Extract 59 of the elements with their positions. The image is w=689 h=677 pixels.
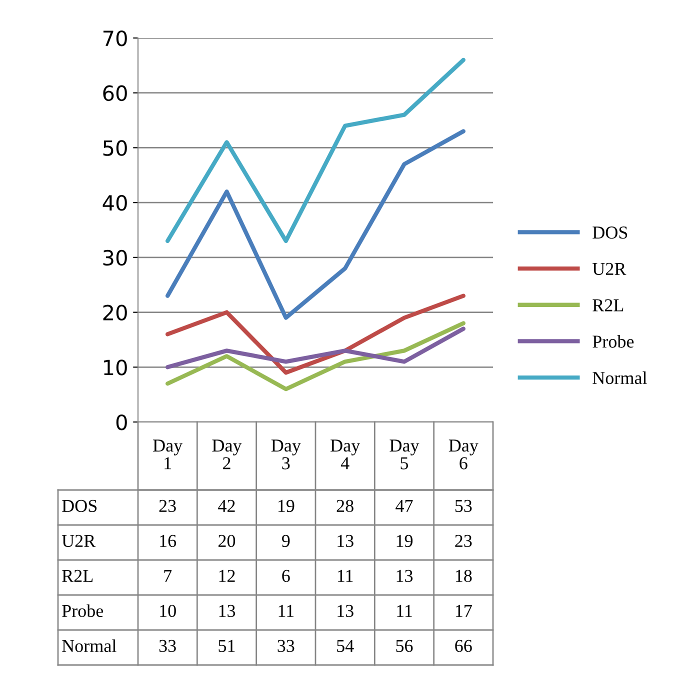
- data-label: 9: [282, 534, 290, 548]
- x-tick-label: Day 6: [448, 440, 478, 470]
- data-label: 13: [219, 604, 236, 618]
- legend-label: Normal: [592, 371, 647, 384]
- data-label: 6: [282, 570, 290, 582]
- line-series: [166, 129, 466, 320]
- x-tick-label: Day 2: [212, 440, 242, 470]
- y-tick-label: 70: [103, 30, 127, 46]
- data-label: 13: [338, 604, 354, 618]
- data-label: 18: [456, 570, 472, 582]
- text: U2R: [62, 534, 96, 548]
- data-label: 28: [336, 500, 354, 512]
- data-label: 53: [455, 500, 472, 512]
- data-label: 13: [396, 570, 413, 582]
- y-tick-label: 20: [103, 304, 127, 320]
- data-label: 23: [455, 534, 472, 548]
- data-label: 23: [159, 500, 176, 512]
- data-label: 13: [338, 534, 354, 548]
- data-label: 33: [159, 640, 176, 652]
- data-label: 51: [218, 640, 235, 652]
- y-tick-label: 10: [104, 360, 127, 376]
- x-tick-label: Day 3: [271, 440, 301, 470]
- legend-label: U2R: [592, 262, 626, 276]
- y-tick-label: 50: [103, 140, 127, 156]
- y-tick-label: 60: [103, 85, 127, 102]
- data-label: 19: [278, 500, 294, 512]
- line-series: [166, 321, 466, 392]
- text: DOS: [62, 500, 97, 512]
- y-tick-label: 40: [102, 195, 127, 211]
- data-label: 47: [396, 500, 413, 512]
- data-label: 11: [397, 604, 412, 617]
- data-label: 7: [164, 570, 172, 582]
- data-label: 66: [455, 640, 472, 652]
- data-label: 12: [219, 570, 235, 582]
- y-tick-label: 0: [116, 414, 127, 430]
- legend-label: R2L: [592, 299, 624, 312]
- data-label: 19: [396, 534, 413, 548]
- line-series: [166, 294, 466, 375]
- text: Probe: [62, 604, 104, 618]
- data-label: 20: [218, 534, 236, 548]
- x-tick-label: Day 1: [153, 440, 183, 470]
- data-label: 42: [218, 500, 235, 512]
- x-tick-label: Day 5: [390, 440, 420, 470]
- data-label: 33: [278, 640, 294, 652]
- legend-label: Probe: [592, 335, 634, 348]
- data-label: 11: [278, 604, 294, 617]
- x-tick-label: Day 4: [330, 440, 360, 470]
- line-series: [166, 58, 466, 244]
- data-label: 16: [160, 534, 176, 548]
- line-series: [166, 326, 466, 370]
- data-label: 17: [456, 604, 472, 617]
- data-label: 10: [160, 604, 176, 618]
- text: Normal: [62, 639, 116, 652]
- data-label: 11: [338, 570, 353, 582]
- text: R2L: [62, 570, 93, 582]
- legend-label: DOS: [592, 226, 628, 239]
- y-tick-label: 30: [103, 250, 127, 266]
- data-label: 54: [337, 640, 354, 652]
- data-label: 56: [396, 640, 413, 652]
